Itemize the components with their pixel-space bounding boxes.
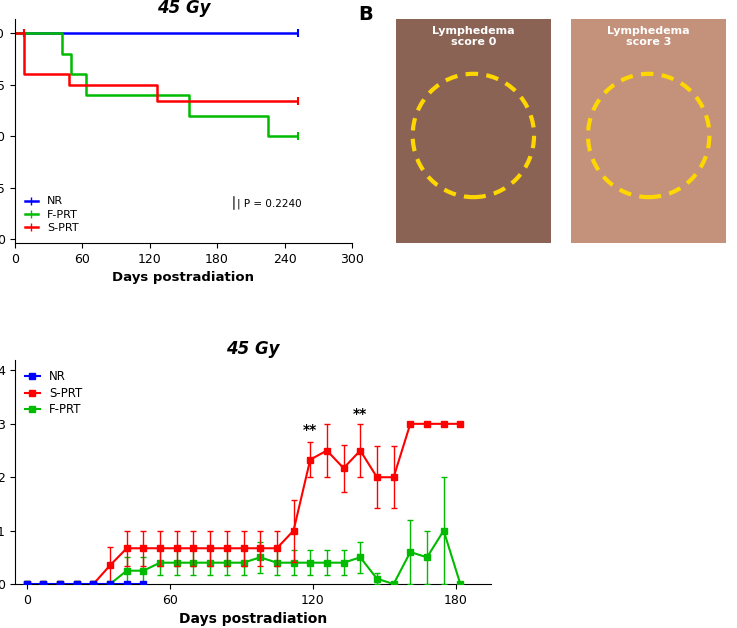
Title: 45 Gy: 45 Gy [156, 0, 210, 18]
X-axis label: Days postradiation: Days postradiation [112, 271, 254, 284]
Text: Lymphedema
score 3: Lymphedema score 3 [607, 26, 690, 47]
Legend: NR, F-PRT, S-PRT: NR, F-PRT, S-PRT [21, 192, 83, 237]
Title: 45 Gy: 45 Gy [226, 340, 280, 358]
Bar [396, 19, 551, 243]
Bar [571, 19, 726, 243]
Text: Lymphedema
score 0: Lymphedema score 0 [432, 26, 514, 47]
X-axis label: Days postradiation: Days postradiation [179, 612, 327, 626]
Text: B: B [359, 6, 374, 24]
Text: | P = 0.2240: | P = 0.2240 [237, 199, 302, 209]
Legend: NR, S-PRT, F-PRT: NR, S-PRT, F-PRT [21, 365, 87, 421]
Text: **: ** [353, 407, 368, 421]
Text: **: ** [303, 423, 318, 437]
